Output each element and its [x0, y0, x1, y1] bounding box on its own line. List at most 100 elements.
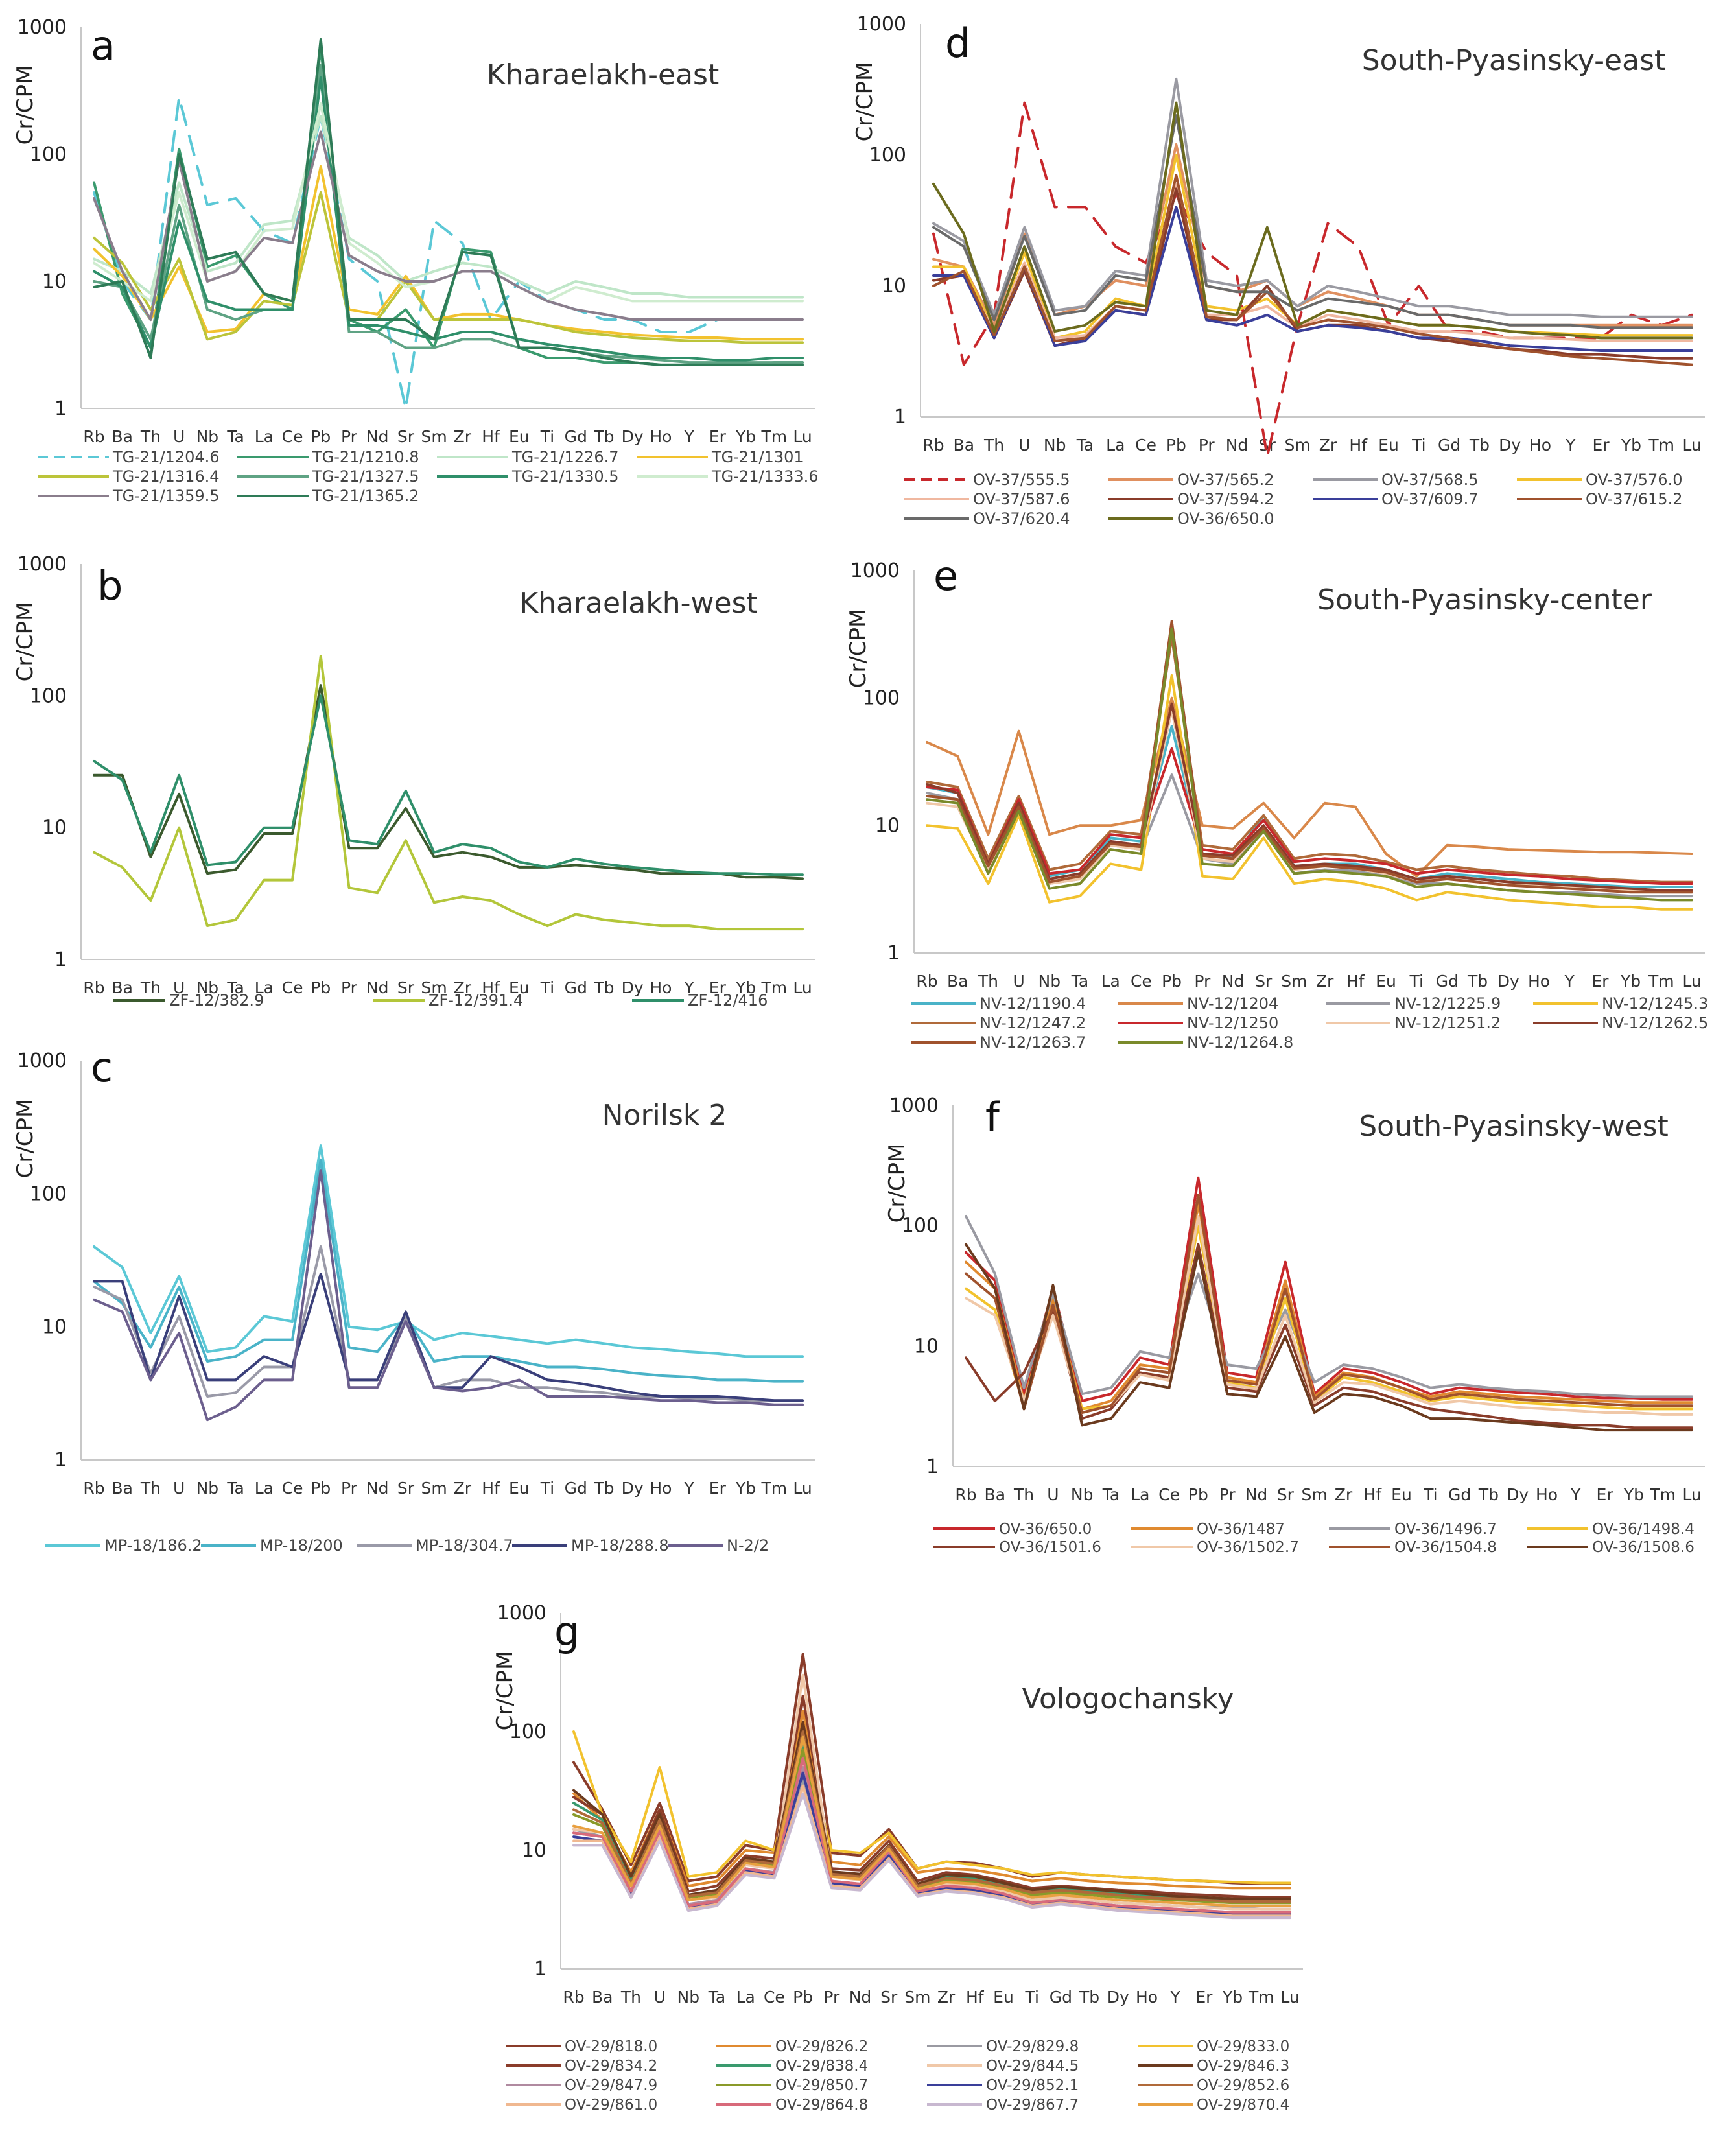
- x-tick-label: Hf: [482, 978, 500, 997]
- legend-label: OV-37/587.6: [973, 490, 1070, 508]
- series-line-tg-21-1330-5: [93, 76, 804, 362]
- legend-label: OV-29/852.1: [986, 2077, 1079, 2094]
- x-tick-label: Ta: [226, 427, 244, 446]
- x-tick-label: Er: [1597, 1485, 1614, 1504]
- chart-panel-f: 1 10 100 1000 Cr/CPM Rb Ba Th U Nb Ta La Ce Pb Pr Nd Sr S…: [884, 1094, 1705, 1556]
- x-tick-label: Lu: [1682, 436, 1701, 454]
- legend-label: ZF-12/416: [688, 991, 768, 1009]
- x-tick-label: Rb: [922, 436, 944, 454]
- series-line-tg-21-1301: [93, 165, 804, 341]
- x-tick-label: Hf: [482, 427, 500, 446]
- x-tick-label: Y: [1570, 1485, 1581, 1504]
- x-tick-label: Ba: [111, 978, 132, 997]
- x-tick-label: Ho: [650, 1479, 672, 1498]
- legend-label: MP-18/288.8: [571, 1536, 669, 1555]
- x-tick-label: Nd: [849, 1988, 872, 2006]
- series-line-tg-21-1327-5: [93, 64, 804, 364]
- series-line-ov-37-615-2: [932, 174, 1693, 366]
- x-tick-label: Nd: [1245, 1485, 1268, 1504]
- x-tick-label: Ce: [1158, 1485, 1180, 1504]
- x-tick-label: Ce: [282, 1479, 303, 1498]
- x-tick-label: Nb: [196, 978, 219, 997]
- x-tick-label: Ce: [764, 1988, 785, 2006]
- chart-panel-b: 1 10 100 1000 Cr/CPM Rb Ba Th U Nb Ta La Ce Pb Pr Nd Sr S…: [12, 553, 815, 1009]
- x-tick-label: Yb: [735, 427, 756, 446]
- y-tick-label: 10: [882, 275, 906, 298]
- x-tick-label: Sr: [397, 1479, 415, 1498]
- x-tick-label: Nb: [1071, 1485, 1094, 1504]
- series-line-nv-12-1263-7: [926, 620, 1693, 894]
- x-tick-label: Sr: [1255, 972, 1273, 991]
- series-line-ov-37-587-6: [932, 182, 1693, 342]
- series-line-ov-29-864-8: [572, 1756, 1291, 1914]
- chart-panel-g: 1 10 100 1000 Cr/CPM Rb Ba Th U Nb Ta La Ce Pb Pr Nd Sr S…: [492, 1602, 1303, 2113]
- x-tick-label: Nd: [366, 427, 389, 446]
- panel-letter: a: [91, 22, 115, 69]
- x-tick-label: Tb: [1469, 436, 1490, 454]
- x-tick-label: Y: [683, 427, 694, 446]
- x-tick-label: Gd: [1436, 972, 1459, 991]
- x-tick-label: Rb: [83, 1479, 104, 1498]
- legend-label: OV-29/826.2: [775, 2038, 868, 2055]
- x-tick-label: Pb: [1188, 1485, 1208, 1504]
- x-tick-label: Ce: [1131, 972, 1152, 991]
- x-tick-label: Sr: [880, 1988, 898, 2006]
- legend-label: OV-29/861.0: [565, 2097, 657, 2113]
- series-line-nv-12-1250: [926, 747, 1693, 885]
- x-tick-label: Ba: [111, 1479, 132, 1498]
- x-tick-label: Pr: [341, 1479, 358, 1498]
- series-line-tg-21-1226-7: [93, 115, 804, 299]
- x-tick-label: Tm: [1649, 1485, 1676, 1504]
- legend-label: ZF-12/382.9: [169, 991, 264, 1009]
- x-tick-label: Ti: [540, 978, 554, 997]
- y-axis-label: Cr/CPM: [12, 602, 38, 682]
- x-tick-label: Pb: [311, 427, 331, 446]
- x-tick-label: Rb: [83, 427, 104, 446]
- x-tick-label: Sm: [1284, 436, 1310, 454]
- chart-title: Vologochansky: [1022, 1682, 1234, 1715]
- legend-label: OV-36/1487: [1197, 1521, 1285, 1538]
- legend-label: TG-21/1226.7: [511, 448, 619, 466]
- legend-label: OV-36/1502.7: [1197, 1539, 1299, 1556]
- x-tick-label: La: [1131, 1485, 1149, 1504]
- x-tick-label: Ho: [1536, 1485, 1558, 1504]
- x-tick-label: Eu: [509, 1479, 530, 1498]
- x-tick-label: Pb: [793, 1988, 813, 2006]
- y-axis-label: Cr/CPM: [845, 609, 871, 688]
- x-tick-label: Ta: [708, 1988, 725, 2006]
- series-line-nv-12-1264-8: [926, 627, 1693, 902]
- series-line-mp-18-200: [93, 1158, 804, 1383]
- series-line-n-2-2: [93, 1169, 804, 1422]
- x-tick-label: Th: [983, 436, 1004, 454]
- legend-label: OV-37/620.4: [973, 510, 1070, 528]
- x-tick-label: Rb: [916, 972, 937, 991]
- series-line-ov-36-1487: [965, 1203, 1693, 1411]
- legend-label: OV-29/844.5: [986, 2058, 1079, 2075]
- series-line-ov-36-1501-6: [965, 1243, 1693, 1429]
- x-tick-label: Hf: [1363, 1485, 1382, 1504]
- legend-label: OV-29/818.0: [565, 2038, 657, 2055]
- x-tick-label: Lu: [1682, 972, 1701, 991]
- legend-label: NV-12/1251.2: [1394, 1014, 1501, 1032]
- x-tick-label: Pb: [311, 978, 331, 997]
- x-tick-label: Rb: [955, 1485, 976, 1504]
- x-tick-label: Dy: [1499, 436, 1521, 454]
- x-tick-label: Nb: [1044, 436, 1066, 454]
- x-tick-label: Sr: [397, 427, 415, 446]
- x-tick-label: Nd: [366, 978, 389, 997]
- x-tick-label: Ta: [1071, 972, 1088, 991]
- x-tick-label: Tb: [1467, 972, 1488, 991]
- x-tick-label: Th: [978, 972, 998, 991]
- x-tick-label: Zr: [937, 1988, 956, 2006]
- x-tick-label: Lu: [793, 978, 812, 997]
- x-tick-label: Yb: [1620, 972, 1641, 991]
- legend-label: OV-37/555.5: [973, 471, 1070, 489]
- x-tick-label: Er: [709, 978, 727, 997]
- legend-label: OV-29/846.3: [1197, 2058, 1289, 2075]
- x-tick-label: Sm: [421, 1479, 447, 1498]
- series-line-zf-12-382-9: [93, 684, 804, 880]
- x-tick-label: Y: [1564, 972, 1575, 991]
- x-tick-label: Sm: [1301, 1485, 1327, 1504]
- x-tick-label: Eu: [993, 1988, 1014, 2006]
- x-tick-label: Pr: [1199, 436, 1215, 454]
